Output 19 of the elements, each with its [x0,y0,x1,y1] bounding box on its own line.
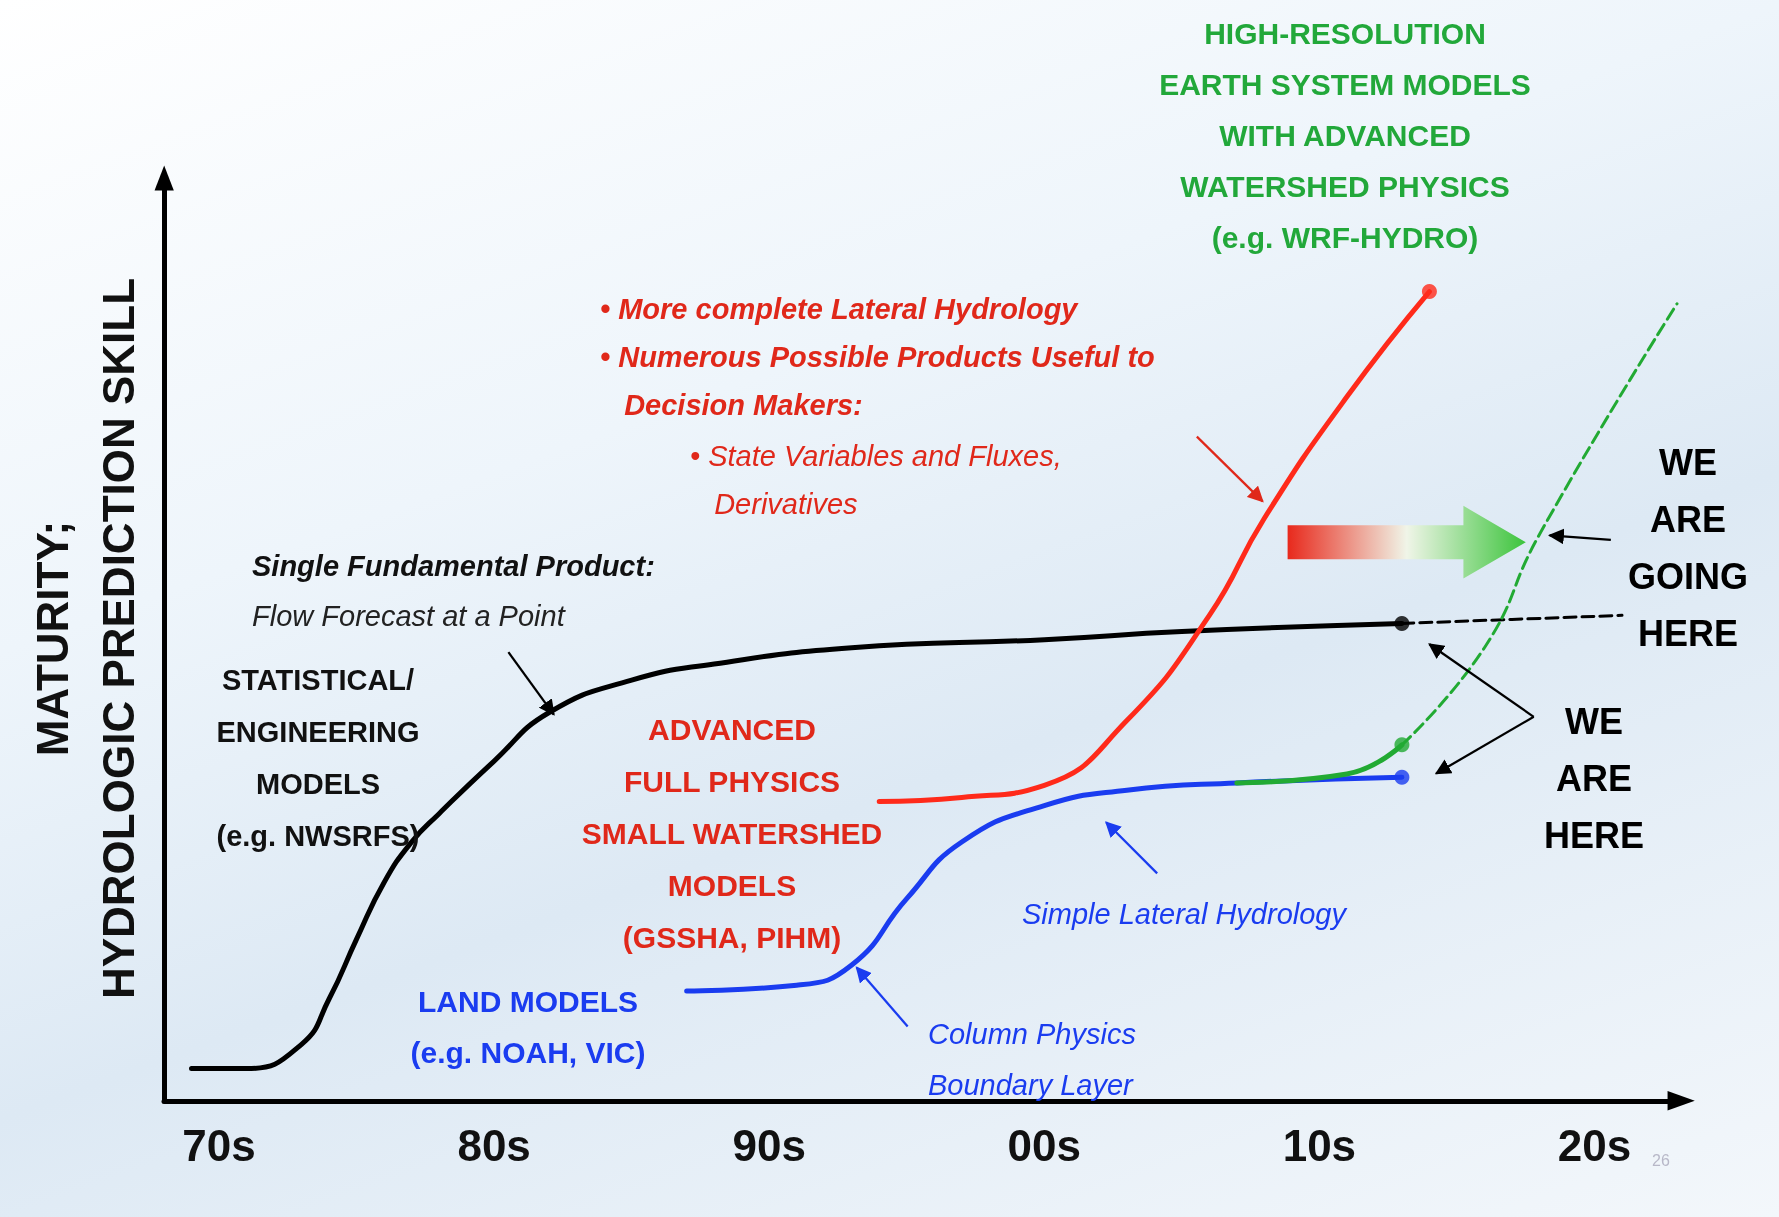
x-tick-label: 10s [1282,1120,1357,1170]
annotation: • State Variables and Fluxes, Derivatives [690,440,1062,520]
y-axis-title: MATURITY; HYDROLOGIC PREDICTION SKILL [27,277,143,1000]
annotation: Flow Forecast at a Point [252,600,567,632]
x-tick-label: 70s [182,1120,256,1170]
text: HIGH-RESOLUTION EARTH SYSTEM MODELS WITH ADVANCED WATERSHED PHYSICS (e.g. WRF-HYDRO) [1159,17,1531,254]
x-tick-label: 90s [732,1120,806,1170]
x-tick-label: 00s [1007,1120,1081,1170]
annotation: WE ARE GOING HERE [1627,442,1749,654]
annotation: Single Fundamental Product: [252,550,655,582]
x-tick-label: 20s [1557,1120,1632,1170]
annotation: Simple Lateral Hydrology [1022,898,1348,930]
x-tick-label: 80s [457,1120,531,1170]
annotation: ADVANCED FULL PHYSICS SMALL WATERSHED MODELS (GSSHA, PIHM) [581,712,883,954]
annotation: Column Physics Boundary Layer [928,1017,1136,1101]
annotation: WE ARE HERE [1543,701,1645,856]
annotation: LAND MODELS (e.g. NOAH, VIC) [410,985,646,1069]
annotation: • More complete Lateral Hydrology • Numerous Possible Products Useful to Decision Makers: [600,293,1155,421]
text: 26 [1652,1151,1670,1169]
